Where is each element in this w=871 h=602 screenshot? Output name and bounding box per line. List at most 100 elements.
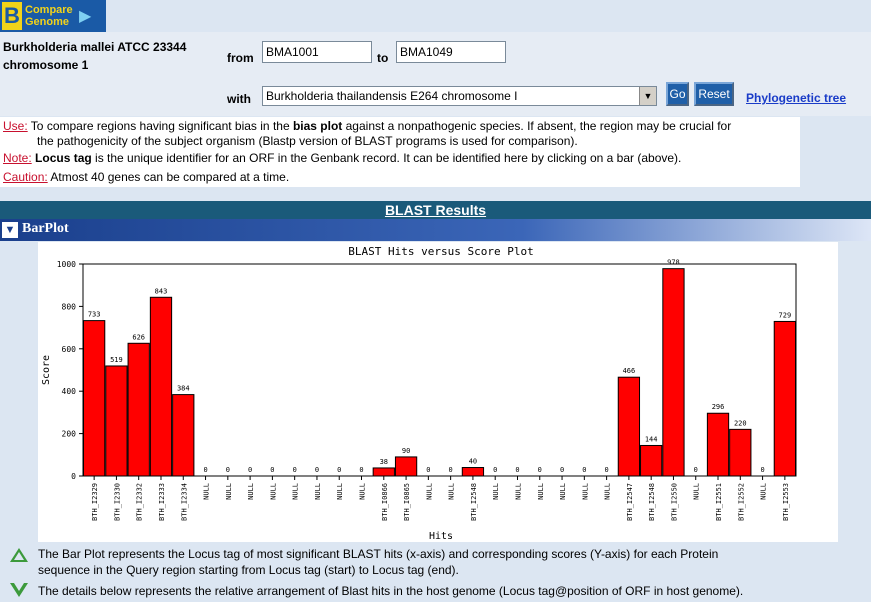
chart-bar[interactable] — [662, 268, 685, 477]
organism-name: Burkholderia mallei ATCC 23344 chromosom… — [3, 38, 186, 74]
desc-line3: The details below represents the relativ… — [38, 584, 744, 598]
barplot-title: BarPlot — [22, 221, 69, 236]
use-bold: bias plot — [292, 119, 343, 133]
to-input[interactable]: BMA1049 — [396, 41, 506, 63]
organism-line2: chromosome 1 — [3, 58, 89, 72]
bar-value-label: 0 — [560, 466, 564, 474]
chart-bar[interactable] — [172, 394, 195, 477]
bar-value-label: 0 — [694, 466, 698, 474]
x-tick-label: NULL — [581, 483, 589, 500]
use-text-b: against a nonpathogenic species. If abse… — [342, 119, 732, 133]
x-tick-label: BTH_I2552 — [737, 483, 745, 521]
chart-bar[interactable] — [729, 428, 752, 477]
blast-results-header[interactable]: BLAST Results — [0, 201, 871, 219]
x-tick-label: NULL — [604, 483, 612, 500]
bar-value-label: 220 — [734, 419, 747, 427]
x-tick-label: BTH_I2548 — [470, 483, 478, 521]
collapse-triangle-icon[interactable]: ▼ — [2, 222, 18, 238]
note-tag: Note: — [3, 151, 32, 165]
x-tick-label: NULL — [760, 483, 768, 500]
bar-value-label: 843 — [155, 287, 168, 295]
bar-value-label: 38 — [380, 458, 388, 466]
scroll-down-arrow-icon[interactable] — [10, 583, 28, 597]
chart-bar[interactable] — [461, 467, 485, 477]
y-tick-label: 400 — [62, 387, 77, 396]
chart-bar[interactable] — [83, 320, 106, 477]
x-tick-label: BTH_I2332 — [136, 483, 144, 521]
caution-tag: Caution: — [3, 170, 48, 184]
chart-bar[interactable] — [149, 296, 173, 477]
x-tick-label: BTH_I2547 — [626, 483, 634, 521]
go-button[interactable]: Go — [666, 82, 689, 106]
usage-notes: Use: To compare regions having significa… — [0, 117, 800, 187]
x-tick-label: BTH_I2553 — [782, 483, 790, 521]
bar-value-label: 0 — [226, 466, 230, 474]
x-tick-label: NULL — [559, 483, 567, 500]
bar-value-label: 466 — [623, 367, 636, 375]
bar-value-label: 733 — [88, 311, 101, 319]
blast-bar-chart: BLAST Hits versus Score Plot Score Hits … — [38, 242, 838, 542]
chart-xlabel: Hits — [429, 531, 453, 542]
chart-bar[interactable] — [640, 444, 663, 477]
phylogenetic-tree-link[interactable]: Phylogenetic tree — [746, 91, 847, 105]
bar-value-label: 144 — [645, 435, 658, 443]
desc-line1: The Bar Plot represents the Locus tag of… — [38, 547, 719, 561]
chart-bar[interactable] — [127, 342, 150, 477]
barplot-header[interactable]: ▼ BarPlot — [0, 219, 871, 241]
bar-value-label: 626 — [132, 333, 145, 341]
use-text-a: To compare regions having significant bi… — [27, 119, 293, 133]
note-text: is the unique identifier for an ORF in t… — [91, 151, 682, 165]
chart-bar[interactable] — [706, 412, 730, 477]
x-tick-label: NULL — [514, 483, 522, 500]
use-tag: Use: — [3, 119, 28, 133]
x-tick-label: BTH_I2329 — [91, 483, 99, 521]
bar-value-label: 40 — [469, 458, 477, 466]
bar-value-label: 0 — [515, 466, 519, 474]
x-tick-label: BTH_I0866 — [381, 483, 389, 521]
chart-svg: BLAST Hits versus Score Plot Score Hits … — [41, 245, 797, 542]
locus-note: Note: Locus tag is the unique identifier… — [3, 151, 681, 166]
bar-value-label: 519 — [110, 356, 123, 364]
note-bold: Locus tag — [35, 151, 92, 165]
bar-value-label: 0 — [582, 466, 586, 474]
bar-value-label: 978 — [667, 259, 680, 267]
chart-bar[interactable] — [394, 456, 418, 477]
x-tick-label: NULL — [247, 483, 255, 500]
organism-select-value: Burkholderia thailandensis E264 chromoso… — [266, 89, 518, 103]
bar-value-label: 296 — [712, 403, 725, 411]
bar-value-label: 0 — [760, 466, 764, 474]
x-tick-label: NULL — [693, 483, 701, 500]
chart-bar[interactable] — [372, 467, 395, 477]
organism-select[interactable]: Burkholderia thailandensis E264 chromoso… — [262, 86, 657, 106]
app-logo[interactable]: B Compare Genome ▶ — [0, 0, 106, 32]
bar-value-label: 384 — [177, 385, 190, 393]
chart-bar[interactable] — [617, 376, 641, 477]
chart-bar[interactable] — [105, 365, 128, 477]
with-label: with — [227, 92, 251, 106]
reset-button[interactable]: Reset — [694, 82, 734, 106]
organism-line1: Burkholderia mallei ATCC 23344 — [3, 40, 187, 54]
bar-value-label: 0 — [493, 466, 497, 474]
logo-arrows-icon: ▶ — [79, 8, 92, 25]
x-tick-label: NULL — [336, 483, 344, 500]
chevron-down-icon[interactable]: ▼ — [639, 87, 656, 105]
x-tick-label: BTH_I0865 — [403, 483, 411, 521]
y-tick-label: 0 — [71, 472, 76, 481]
to-label: to — [377, 51, 389, 65]
x-tick-label: NULL — [448, 483, 456, 500]
scroll-up-arrow-icon[interactable] — [10, 548, 28, 562]
bar-value-label: 90 — [402, 447, 410, 455]
logo-text: Compare Genome — [25, 4, 73, 28]
bar-value-label: 0 — [337, 466, 341, 474]
from-input[interactable]: BMA1001 — [262, 41, 372, 63]
bar-value-label: 0 — [203, 466, 207, 474]
x-tick-label: BTH_I2548 — [648, 483, 656, 521]
chart-bar[interactable] — [773, 320, 796, 477]
y-tick-label: 800 — [62, 302, 77, 311]
use-note-cont: the pathogenicity of the subject organis… — [37, 134, 578, 148]
from-label: from — [227, 51, 254, 65]
x-tick-label: NULL — [225, 483, 233, 500]
bar-value-label: 0 — [605, 466, 609, 474]
x-tick-label: NULL — [314, 483, 322, 500]
x-tick-label: BTH_I2333 — [158, 483, 166, 521]
